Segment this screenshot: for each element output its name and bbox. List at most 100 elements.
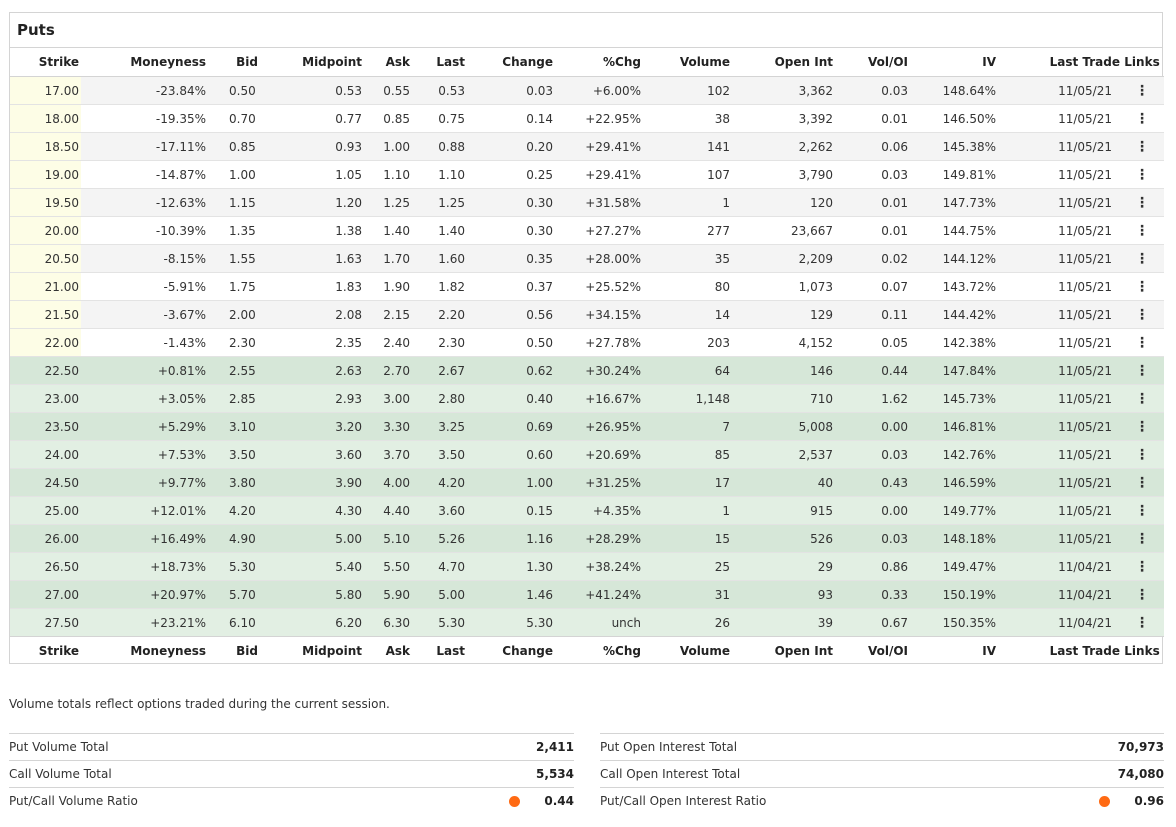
column-footer-moneyness[interactable]: Moneyness xyxy=(81,636,206,665)
more-vertical-icon[interactable]: ⋮ xyxy=(1135,110,1149,127)
column-footer-percent-change[interactable]: %Chg xyxy=(553,636,641,665)
column-footer-strike[interactable]: Strike xyxy=(10,636,81,665)
cell-last: 1.60 xyxy=(410,244,465,273)
column-header-links[interactable]: Links xyxy=(1120,48,1164,77)
ratio-indicator-icon xyxy=(509,795,521,807)
cell-moneyness: -19.35% xyxy=(81,104,206,133)
column-footer-links[interactable]: Links xyxy=(1120,636,1164,665)
column-footer-vol-oi[interactable]: Vol/OI xyxy=(833,636,908,665)
cell-implied-volatility: 150.19% xyxy=(908,580,996,609)
cell-implied-volatility: 145.73% xyxy=(908,384,996,413)
cell-last-trade: 11/05/21 xyxy=(996,524,1120,553)
more-vertical-icon[interactable]: ⋮ xyxy=(1135,222,1149,239)
more-vertical-icon[interactable]: ⋮ xyxy=(1135,614,1149,631)
cell-bid: 4.90 xyxy=(206,524,258,553)
column-header-open-interest[interactable]: Open Int xyxy=(730,48,833,77)
cell-ask: 5.10 xyxy=(362,524,410,553)
more-vertical-icon[interactable]: ⋮ xyxy=(1135,446,1149,463)
cell-last: 3.50 xyxy=(410,440,465,469)
totals-label: Put Volume Total xyxy=(9,740,109,754)
column-footer-volume[interactable]: Volume xyxy=(641,636,730,665)
cell-implied-volatility: 143.72% xyxy=(908,272,996,301)
cell-moneyness: +5.29% xyxy=(81,412,206,441)
column-footer-change[interactable]: Change xyxy=(465,636,553,665)
column-header-volume[interactable]: Volume xyxy=(641,48,730,77)
column-footer-implied-volatility[interactable]: IV xyxy=(908,636,996,665)
cell-implied-volatility: 145.38% xyxy=(908,132,996,161)
cell-last: 3.25 xyxy=(410,412,465,441)
cell-change: 0.03 xyxy=(465,76,553,105)
more-vertical-icon[interactable]: ⋮ xyxy=(1135,138,1149,155)
cell-open-interest: 39 xyxy=(730,608,833,637)
column-header-last[interactable]: Last xyxy=(410,48,465,77)
cell-implied-volatility: 144.12% xyxy=(908,244,996,273)
cell-volume: 15 xyxy=(641,524,730,553)
more-vertical-icon[interactable]: ⋮ xyxy=(1135,166,1149,183)
cell-ask: 3.30 xyxy=(362,412,410,441)
column-header-moneyness[interactable]: Moneyness xyxy=(81,48,206,77)
cell-volume: 7 xyxy=(641,412,730,441)
cell-last: 2.30 xyxy=(410,328,465,357)
cell-strike: 26.50 xyxy=(10,552,81,581)
column-header-implied-volatility[interactable]: IV xyxy=(908,48,996,77)
more-vertical-icon[interactable]: ⋮ xyxy=(1135,278,1149,295)
cell-bid: 3.80 xyxy=(206,468,258,497)
column-footer-midpoint[interactable]: Midpoint xyxy=(258,636,362,665)
more-vertical-icon[interactable]: ⋮ xyxy=(1135,474,1149,491)
column-header-midpoint[interactable]: Midpoint xyxy=(258,48,362,77)
more-vertical-icon[interactable]: ⋮ xyxy=(1135,502,1149,519)
column-footer-open-interest[interactable]: Open Int xyxy=(730,636,833,665)
cell-last: 2.67 xyxy=(410,356,465,385)
cell-implied-volatility: 149.47% xyxy=(908,552,996,581)
cell-bid: 1.15 xyxy=(206,188,258,217)
column-header-percent-change[interactable]: %Chg xyxy=(553,48,641,77)
column-footer-bid[interactable]: Bid xyxy=(206,636,258,665)
cell-strike: 19.00 xyxy=(10,160,81,189)
cell-midpoint: 2.35 xyxy=(258,328,362,357)
more-vertical-icon[interactable]: ⋮ xyxy=(1135,334,1149,351)
cell-last-trade: 11/04/21 xyxy=(996,580,1120,609)
column-footer-ask[interactable]: Ask xyxy=(362,636,410,665)
cell-last: 2.20 xyxy=(410,300,465,329)
cell-vol-oi: 0.43 xyxy=(833,468,908,497)
cell-strike: 21.50 xyxy=(10,300,81,329)
cell-vol-oi: 0.03 xyxy=(833,160,908,189)
cell-implied-volatility: 149.81% xyxy=(908,160,996,189)
totals-label: Put/Call Open Interest Ratio xyxy=(600,794,767,808)
more-vertical-icon[interactable]: ⋮ xyxy=(1135,82,1149,99)
cell-implied-volatility: 148.18% xyxy=(908,524,996,553)
column-header-bid[interactable]: Bid xyxy=(206,48,258,77)
column-footer-last-trade[interactable]: Last Trade xyxy=(996,636,1120,665)
more-vertical-icon[interactable]: ⋮ xyxy=(1135,418,1149,435)
cell-volume: 38 xyxy=(641,104,730,133)
column-header-change[interactable]: Change xyxy=(465,48,553,77)
cell-midpoint: 1.20 xyxy=(258,188,362,217)
more-vertical-icon[interactable]: ⋮ xyxy=(1135,306,1149,323)
table-row: 18.50 -17.11% 0.85 0.93 1.00 0.88 0.20 +29.41% 1… xyxy=(10,132,1164,161)
cell-moneyness: -23.84% xyxy=(81,76,206,105)
cell-percent-change: +34.15% xyxy=(553,300,641,329)
more-vertical-icon[interactable]: ⋮ xyxy=(1135,530,1149,547)
more-vertical-icon[interactable]: ⋮ xyxy=(1135,390,1149,407)
cell-ask: 0.55 xyxy=(362,76,410,105)
options-chain-table: Strike Moneyness Bid Midpoint Ask Last Change%… xyxy=(10,48,1164,665)
column-footer-last[interactable]: Last xyxy=(410,636,465,665)
more-vertical-icon[interactable]: ⋮ xyxy=(1135,558,1149,575)
cell-percent-change: +31.25% xyxy=(553,468,641,497)
more-vertical-icon[interactable]: ⋮ xyxy=(1135,194,1149,211)
column-header-ask[interactable]: Ask xyxy=(362,48,410,77)
column-header-strike[interactable]: Strike xyxy=(10,48,81,77)
column-header-last-trade[interactable]: Last Trade xyxy=(996,48,1120,77)
table-row: 19.50 -12.63% 1.15 1.20 1.25 1.25 0.30 +31.58% 1… xyxy=(10,188,1164,217)
cell-strike: 22.00 xyxy=(10,328,81,357)
cell-open-interest: 23,667 xyxy=(730,216,833,245)
more-vertical-icon[interactable]: ⋮ xyxy=(1135,362,1149,379)
cell-implied-volatility: 147.73% xyxy=(908,188,996,217)
more-vertical-icon[interactable]: ⋮ xyxy=(1135,586,1149,603)
cell-ask: 1.00 xyxy=(362,132,410,161)
more-vertical-icon[interactable]: ⋮ xyxy=(1135,250,1149,267)
totals-label: Put Open Interest Total xyxy=(600,740,738,754)
cell-ask: 1.70 xyxy=(362,244,410,273)
column-header-vol-oi[interactable]: Vol/OI xyxy=(833,48,908,77)
cell-midpoint: 5.00 xyxy=(258,524,362,553)
